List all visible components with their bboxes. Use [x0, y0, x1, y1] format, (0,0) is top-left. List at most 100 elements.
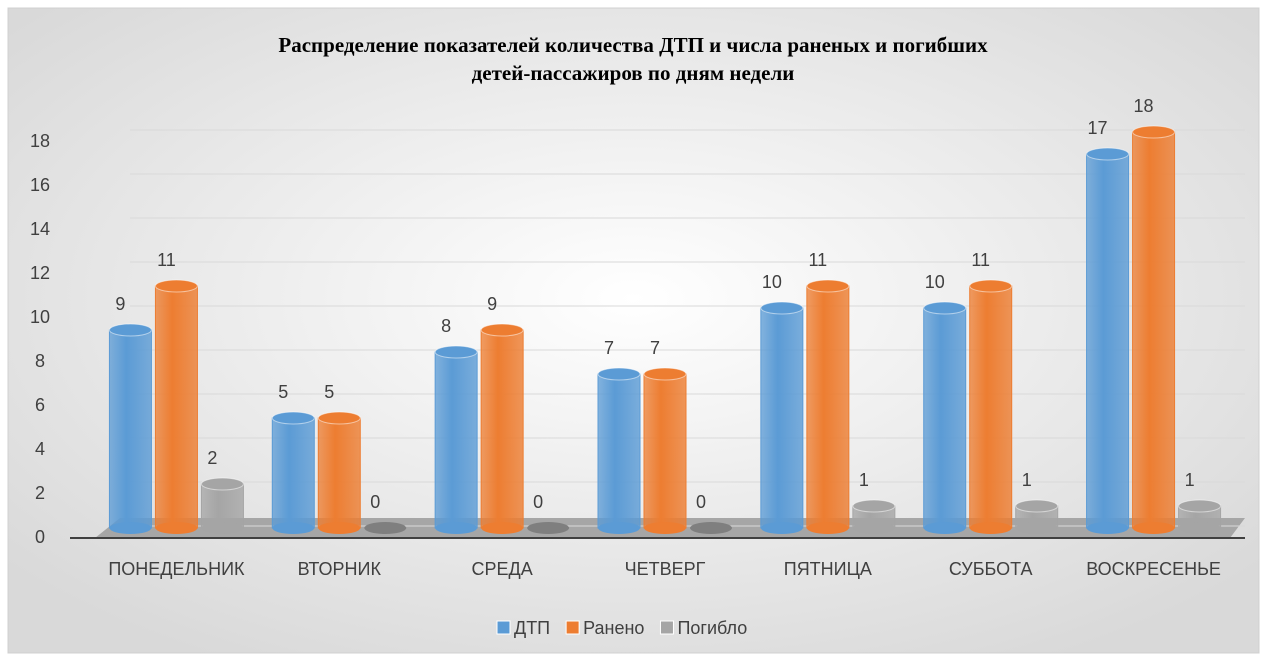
bar-cap	[597, 367, 641, 381]
data-label: 8	[441, 316, 451, 336]
data-label: 0	[696, 492, 706, 512]
bar-cap	[923, 301, 967, 315]
bar-cap	[1178, 499, 1222, 513]
y-tick-label: 0	[35, 527, 45, 547]
bar-cap	[108, 323, 152, 337]
legend-swatch	[565, 620, 580, 635]
y-tick-label: 2	[35, 483, 45, 503]
x-tick-label: СРЕДА	[472, 559, 533, 579]
bar-cap	[969, 279, 1013, 293]
bar	[1132, 131, 1176, 529]
bar-base	[272, 522, 315, 534]
bar-cap	[760, 301, 804, 315]
bar-base	[969, 522, 1012, 534]
bar	[527, 522, 570, 534]
data-label: 9	[115, 294, 125, 314]
bar-base	[923, 522, 966, 534]
x-tick-label: ВОСКРЕСЕНЬЕ	[1086, 559, 1221, 579]
bar	[271, 417, 315, 529]
bar-base	[109, 522, 152, 534]
y-tick-label: 4	[35, 439, 45, 459]
chart-title: детей-пассажиров по дням недели	[472, 61, 795, 85]
legend-label: Погибло	[677, 618, 747, 638]
x-tick-label: ВТОРНИК	[298, 559, 382, 579]
legend-label: Ранено	[583, 618, 644, 638]
bar-cap	[434, 345, 478, 359]
data-label: 0	[370, 492, 380, 512]
y-tick-label: 18	[30, 131, 50, 151]
data-label: 11	[809, 250, 828, 270]
bar-cap	[1015, 499, 1059, 513]
bar	[480, 329, 524, 529]
bar-cap	[480, 323, 524, 337]
bar	[690, 522, 732, 534]
legend-label: ДТП	[514, 618, 550, 638]
bar-base	[435, 522, 478, 534]
bar	[643, 373, 687, 529]
background	[7, 7, 1260, 654]
data-label: 18	[1134, 96, 1154, 116]
data-label: 1	[1185, 470, 1195, 490]
data-label: 7	[604, 338, 614, 358]
y-tick-label: 6	[35, 395, 45, 415]
bar-cap	[643, 367, 687, 381]
bar	[434, 351, 478, 529]
bar	[760, 307, 804, 529]
bar	[806, 285, 850, 529]
bar-base	[806, 522, 849, 534]
bar-cap	[806, 279, 850, 293]
bar	[597, 373, 641, 529]
bar-base	[201, 522, 244, 534]
data-label: 2	[207, 448, 217, 468]
legend-swatch	[496, 620, 511, 635]
data-label: 10	[925, 272, 945, 292]
bar-cap	[1132, 125, 1176, 139]
bar-base	[1086, 522, 1129, 534]
bar	[154, 285, 198, 529]
bar	[200, 483, 244, 529]
y-tick-label: 12	[30, 263, 50, 283]
y-tick-label: 16	[30, 175, 50, 195]
bar-cap	[200, 477, 244, 491]
data-label: 9	[487, 294, 497, 314]
data-label: 11	[971, 250, 990, 270]
x-tick-label: ПЯТНИЦА	[784, 559, 872, 579]
bar-base	[760, 522, 803, 534]
bar	[969, 285, 1013, 529]
bar-cap	[154, 279, 198, 293]
x-tick-label: СУББОТА	[949, 559, 1033, 579]
y-tick-label: 14	[30, 219, 50, 239]
bar-base	[318, 522, 361, 534]
bar-base	[1015, 522, 1058, 534]
y-tick-label: 8	[35, 351, 45, 371]
data-label: 10	[762, 272, 782, 292]
data-label: 17	[1088, 118, 1108, 138]
bar-cap	[1086, 147, 1130, 161]
bar	[364, 522, 407, 534]
data-label: 0	[533, 492, 543, 512]
data-label: 5	[278, 382, 288, 402]
data-label: 7	[650, 338, 660, 358]
bar-base	[481, 522, 524, 534]
data-label: 1	[1022, 470, 1032, 490]
data-label: 1	[859, 470, 869, 490]
x-tick-label: ЧЕТВЕРГ	[625, 559, 706, 579]
bar	[923, 307, 967, 529]
chart-title: Распределение показателей количества ДТП…	[278, 33, 988, 57]
bar	[108, 329, 152, 529]
bar-base	[852, 522, 895, 534]
bar-base	[644, 522, 686, 534]
bar	[317, 417, 361, 529]
y-tick-label: 10	[30, 307, 50, 327]
bar-cap	[852, 499, 896, 513]
bar-base	[155, 522, 198, 534]
data-label: 11	[157, 250, 176, 270]
bar-cap	[317, 411, 361, 425]
bar-base	[1132, 522, 1175, 534]
x-tick-label: ПОНЕДЕЛЬНИК	[108, 559, 245, 579]
bar-base	[598, 522, 640, 534]
bar	[1086, 153, 1130, 529]
legend-swatch	[659, 620, 674, 635]
bar-cap	[271, 411, 315, 425]
